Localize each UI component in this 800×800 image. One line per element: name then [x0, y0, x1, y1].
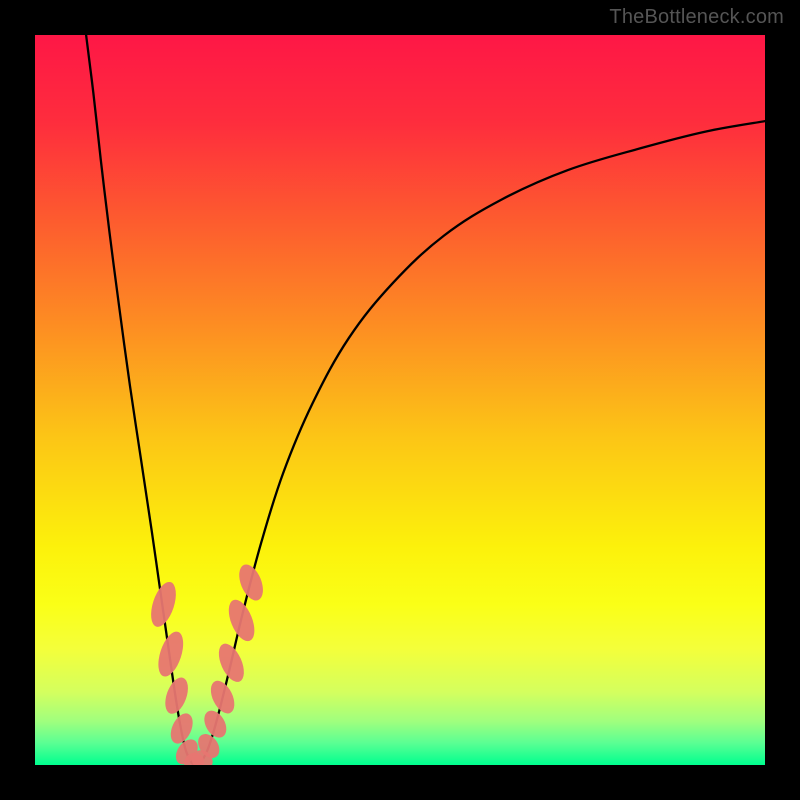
chart-container: TheBottleneck.com [0, 0, 800, 800]
bottleneck-chart [0, 0, 800, 800]
